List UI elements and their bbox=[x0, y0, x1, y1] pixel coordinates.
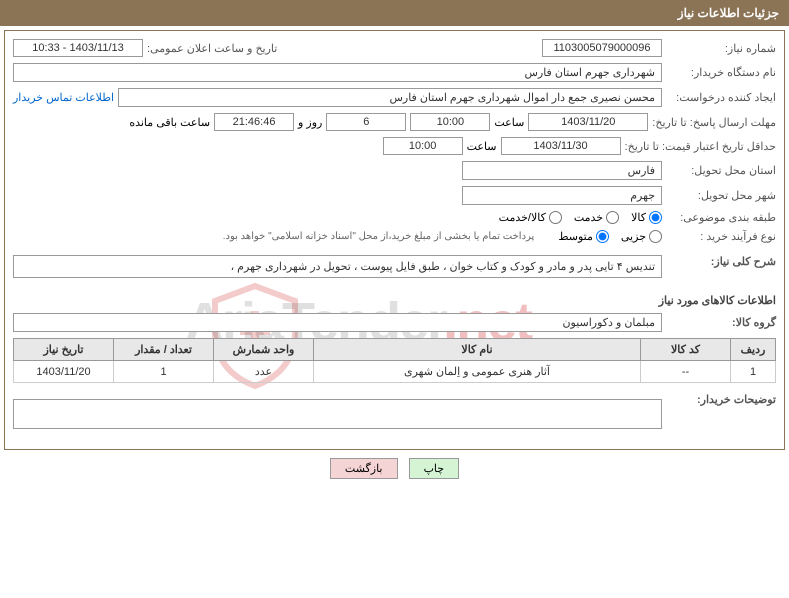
row-summary: شرح کلی نیاز: تندیس ۴ تایی پدر و مادر و … bbox=[13, 255, 776, 286]
radio-service[interactable]: خدمت bbox=[574, 211, 619, 224]
row-group: گروه کالا: مبلمان و دکوراسیون bbox=[13, 313, 776, 332]
time-label-2: ساعت bbox=[467, 140, 497, 153]
radio-medium[interactable]: متوسط bbox=[558, 230, 609, 243]
buyer-org-value: شهرداری جهرم استان فارس bbox=[13, 63, 662, 82]
validity-label: حداقل تاریخ اعتبار قیمت: تا تاریخ: bbox=[625, 140, 776, 153]
need-number-value: 1103005079000096 bbox=[542, 39, 662, 57]
time-label-1: ساعت bbox=[494, 116, 524, 129]
back-button[interactable]: بازگشت bbox=[330, 458, 398, 479]
row-validity: حداقل تاریخ اعتبار قیمت: تا تاریخ: 1403/… bbox=[13, 137, 776, 155]
radio-partial[interactable]: جزیی bbox=[621, 230, 662, 243]
need-number-label: شماره نیاز: bbox=[666, 42, 776, 55]
th-name: نام کالا bbox=[314, 339, 641, 361]
cell-qty: 1 bbox=[114, 361, 214, 383]
panel-header: جزئیات اطلاعات نیاز bbox=[0, 0, 789, 26]
buyer-notes-label: توضیحات خریدار: bbox=[666, 393, 776, 406]
print-button[interactable]: چاپ bbox=[409, 458, 460, 479]
cell-row: 1 bbox=[731, 361, 776, 383]
city-label: شهر محل تحویل: bbox=[666, 189, 776, 202]
th-date: تاریخ نیاز bbox=[14, 339, 114, 361]
row-buyer-org: نام دستگاه خریدار: شهرداری جهرم استان فا… bbox=[13, 63, 776, 82]
province-value: فارس bbox=[462, 161, 662, 180]
radio-medium-input[interactable] bbox=[596, 230, 609, 243]
days-value: 6 bbox=[326, 113, 406, 131]
radio-both-input[interactable] bbox=[549, 211, 562, 224]
validity-time: 10:00 bbox=[383, 137, 463, 155]
province-label: استان محل تحویل: bbox=[666, 164, 776, 177]
summary-text: تندیس ۴ تایی پدر و مادر و کودک و کتاب خو… bbox=[13, 255, 662, 278]
requester-value: محسن نصیری جمع دار اموال شهرداری جهرم اس… bbox=[118, 88, 662, 107]
radio-service-input[interactable] bbox=[606, 211, 619, 224]
requester-label: ایجاد کننده درخواست: bbox=[666, 91, 776, 104]
radio-partial-input[interactable] bbox=[649, 230, 662, 243]
th-unit: واحد شمارش bbox=[214, 339, 314, 361]
row-need-number: شماره نیاز: 1103005079000096 تاریخ و ساع… bbox=[13, 39, 776, 57]
cell-date: 1403/11/20 bbox=[14, 361, 114, 383]
cell-code: -- bbox=[641, 361, 731, 383]
summary-label: شرح کلی نیاز: bbox=[666, 255, 776, 268]
row-process: نوع فرآیند خرید : جزیی متوسط پرداخت تمام… bbox=[13, 230, 776, 243]
contact-link[interactable]: اطلاعات تماس خریدار bbox=[13, 91, 114, 104]
row-category: طبقه بندی موضوعی: کالا خدمت کالا/خدمت bbox=[13, 211, 776, 224]
row-requester: ایجاد کننده درخواست: محسن نصیری جمع دار … bbox=[13, 88, 776, 107]
main-panel: AriaTender.net شماره نیاز: 1103005079000… bbox=[4, 30, 785, 450]
category-radio-group: کالا خدمت کالا/خدمت bbox=[499, 211, 662, 224]
group-value: مبلمان و دکوراسیون bbox=[13, 313, 662, 332]
button-bar: چاپ بازگشت bbox=[0, 458, 789, 479]
buyer-org-label: نام دستگاه خریدار: bbox=[666, 66, 776, 79]
validity-date: 1403/11/30 bbox=[501, 137, 621, 155]
deadline-time: 10:00 bbox=[410, 113, 490, 131]
deadline-label: مهلت ارسال پاسخ: تا تاریخ: bbox=[652, 116, 776, 129]
city-value: جهرم bbox=[462, 186, 662, 205]
row-deadline: مهلت ارسال پاسخ: تا تاریخ: 1403/11/20 سا… bbox=[13, 113, 776, 131]
row-city: شهر محل تحویل: جهرم bbox=[13, 186, 776, 205]
category-label: طبقه بندی موضوعی: bbox=[666, 211, 776, 224]
process-radio-group: جزیی متوسط bbox=[558, 230, 662, 243]
cell-unit: عدد bbox=[214, 361, 314, 383]
remaining-time: 21:46:46 bbox=[214, 113, 294, 131]
table-header-row: ردیف کد کالا نام کالا واحد شمارش تعداد /… bbox=[14, 339, 776, 361]
payment-note: پرداخت تمام یا بخشی از مبلغ خرید،از محل … bbox=[223, 231, 535, 242]
panel-title: جزئیات اطلاعات نیاز bbox=[678, 6, 779, 20]
announce-label: تاریخ و ساعت اعلان عمومی: bbox=[147, 42, 277, 55]
announce-value: 1403/11/13 - 10:33 bbox=[13, 39, 143, 57]
buyer-notes-box bbox=[13, 399, 662, 429]
process-label: نوع فرآیند خرید : bbox=[666, 230, 776, 243]
remaining-label: ساعت باقی مانده bbox=[129, 116, 210, 129]
cell-name: آثار هنری عمومی و اِلمان شهری bbox=[314, 361, 641, 383]
radio-goods-input[interactable] bbox=[649, 211, 662, 224]
day-and-label: روز و bbox=[298, 116, 322, 129]
items-section-title: اطلاعات کالاهای مورد نیاز bbox=[13, 294, 776, 307]
th-row: ردیف bbox=[731, 339, 776, 361]
table-row: 1 -- آثار هنری عمومی و اِلمان شهری عدد 1… bbox=[14, 361, 776, 383]
row-buyer-notes: توضیحات خریدار: bbox=[13, 393, 776, 435]
radio-both[interactable]: کالا/خدمت bbox=[499, 211, 562, 224]
th-code: کد کالا bbox=[641, 339, 731, 361]
items-table: ردیف کد کالا نام کالا واحد شمارش تعداد /… bbox=[13, 338, 776, 383]
row-province: استان محل تحویل: فارس bbox=[13, 161, 776, 180]
deadline-date: 1403/11/20 bbox=[528, 113, 648, 131]
radio-goods[interactable]: کالا bbox=[631, 211, 662, 224]
th-qty: تعداد / مقدار bbox=[114, 339, 214, 361]
group-label: گروه کالا: bbox=[666, 316, 776, 329]
